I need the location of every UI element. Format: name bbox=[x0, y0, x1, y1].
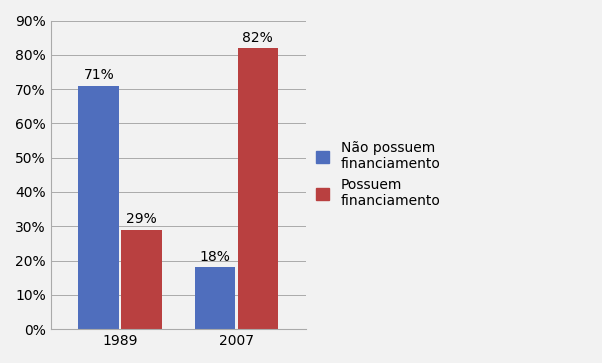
Bar bbox=[78, 86, 119, 329]
Bar bbox=[122, 230, 162, 329]
Bar bbox=[238, 48, 278, 329]
Text: 18%: 18% bbox=[199, 250, 231, 264]
Text: 71%: 71% bbox=[84, 68, 114, 82]
Bar bbox=[194, 268, 235, 329]
Legend: Não possuem
financiamento, Possuem
financiamento: Não possuem financiamento, Possuem finan… bbox=[315, 141, 441, 208]
Text: 82%: 82% bbox=[243, 30, 273, 45]
Text: 29%: 29% bbox=[126, 212, 157, 226]
